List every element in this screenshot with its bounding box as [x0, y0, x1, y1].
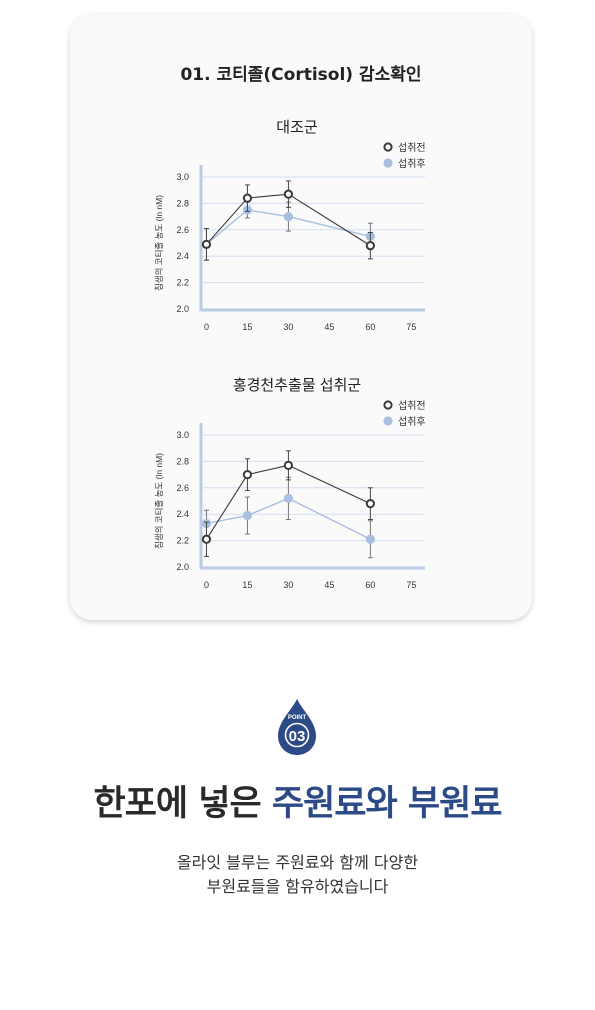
y-tick-label: 2.2	[176, 278, 189, 288]
y-axis-label: 침샘의 코티졸 농도 (ln nM)	[154, 195, 164, 291]
data-point-before	[365, 499, 375, 509]
y-tick-label: 2.0	[176, 304, 189, 314]
x-tick-label: 0	[204, 322, 209, 332]
legend-marker-after	[383, 416, 393, 426]
legend-label: 섭취전	[398, 142, 426, 154]
y-tick-label: 3.0	[176, 430, 189, 440]
y-tick-label: 2.2	[176, 536, 189, 546]
x-tick-label: 60	[365, 322, 375, 332]
x-tick-label: 30	[283, 322, 293, 332]
y-axis-label: 침샘의 코티졸 농도 (ln nM)	[154, 453, 164, 549]
legend-label: 섭취후	[398, 158, 426, 170]
headline: 한포에 넣은 주원료와 부원료	[0, 775, 595, 826]
y-tick-label: 2.6	[176, 225, 189, 235]
y-tick-label: 2.8	[176, 198, 189, 208]
data-point-after	[242, 510, 253, 521]
x-tick-label: 75	[406, 580, 416, 590]
x-tick-label: 15	[242, 580, 252, 590]
data-point-before	[283, 460, 294, 470]
legend-marker-after	[383, 158, 393, 168]
x-tick-label: 45	[324, 322, 334, 332]
data-point-before	[365, 241, 375, 251]
data-point-before	[242, 193, 253, 203]
legend-marker-before	[383, 400, 393, 410]
card-title: 01. 코티졸(Cortisol) 감소확인	[180, 65, 422, 85]
cortisol-card: 01. 코티졸(Cortisol) 감소확인	[70, 14, 532, 620]
data-point-after	[365, 534, 375, 544]
x-tick-label: 45	[324, 580, 334, 590]
headline-part1: 한포에 넣은	[93, 784, 272, 824]
series-line-after	[206, 497, 371, 540]
legend-marker-before	[383, 142, 393, 152]
x-tick-label: 15	[242, 322, 252, 332]
data-point-before	[283, 189, 294, 199]
y-tick-label: 3.0	[176, 172, 189, 182]
x-tick-label: 60	[365, 580, 375, 590]
chart-title: 홍경천추출물 섭취군	[233, 376, 362, 394]
data-point-after	[283, 212, 294, 222]
x-tick-label: 0	[204, 580, 209, 590]
x-tick-label: 75	[406, 322, 416, 332]
legend-label: 섭취후	[398, 416, 426, 428]
x-tick-label: 30	[283, 580, 293, 590]
badge-number: 03	[289, 728, 306, 745]
description-line1: 올라잇 블루는 주원료와 함께 다양한	[176, 853, 419, 872]
data-point-after	[283, 493, 294, 503]
chart-title: 대조군	[276, 119, 318, 136]
data-point-before	[201, 534, 212, 544]
series-line-before	[206, 193, 371, 247]
headline-highlight: 주원료와 부원료	[271, 784, 503, 824]
description-line2: 부원료들을 함유하였습니다	[206, 877, 389, 896]
legend-label: 섭취전	[398, 400, 426, 412]
data-point-before	[242, 470, 253, 480]
point-badge: POINT 03	[278, 699, 316, 755]
y-tick-label: 2.4	[176, 251, 189, 261]
data-point-before	[201, 239, 212, 249]
y-tick-label: 2.8	[176, 456, 189, 466]
y-tick-label: 2.0	[176, 562, 189, 572]
y-tick-label: 2.6	[176, 483, 189, 493]
series-line-before	[205, 464, 371, 540]
badge-label: POINT	[288, 715, 307, 721]
series-line-after	[206, 209, 371, 245]
y-tick-label: 2.4	[176, 509, 189, 519]
